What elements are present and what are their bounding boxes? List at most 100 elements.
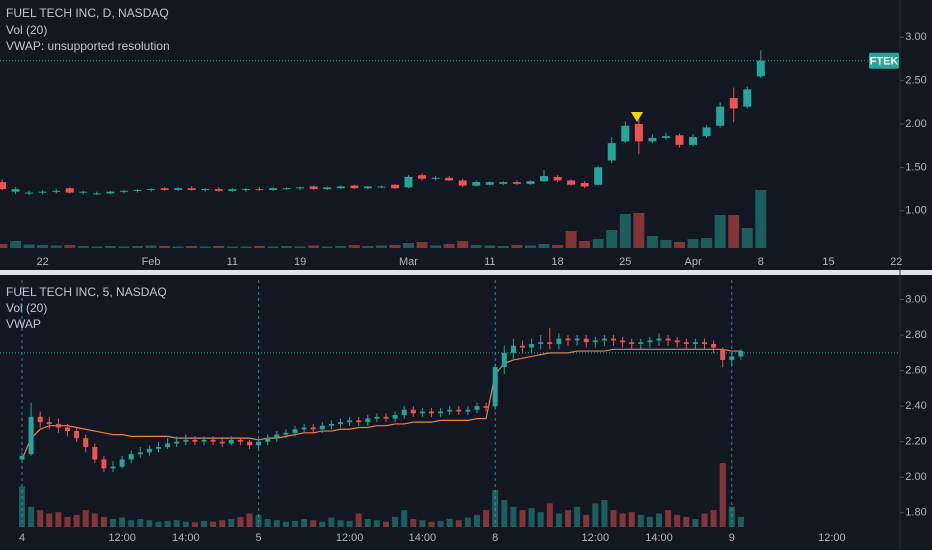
volume-bar xyxy=(292,520,298,527)
candle-body xyxy=(214,189,223,191)
candle-body xyxy=(529,343,535,348)
volume-bar xyxy=(137,518,144,527)
volume-bar xyxy=(37,510,44,527)
volume-bar xyxy=(701,238,713,248)
candle-body xyxy=(743,89,752,107)
volume-bar xyxy=(91,513,98,527)
volume-bar xyxy=(419,520,426,527)
volume-bar xyxy=(146,520,153,527)
volume-bar xyxy=(159,246,171,248)
indicator-label: VWAP: unsupported resolution xyxy=(6,39,170,53)
volume-bar xyxy=(555,513,562,527)
candle-body xyxy=(192,439,198,442)
volume-bar xyxy=(375,245,387,248)
x-tick-label: 25 xyxy=(619,256,631,268)
chart-title: FUEL TECH INC, D, NASDAQ xyxy=(6,6,169,20)
pane-separator xyxy=(0,270,932,275)
candle-body xyxy=(160,188,169,190)
candle-body xyxy=(174,188,183,190)
indicator-label: Vol (20) xyxy=(6,23,47,37)
volume-bar xyxy=(610,510,617,527)
volume-bar xyxy=(416,242,428,248)
indicator-label: Vol (20) xyxy=(6,301,47,315)
candle-body xyxy=(404,176,413,188)
volume-bar xyxy=(155,521,162,527)
volume-bar xyxy=(606,230,618,248)
candle-body xyxy=(526,181,535,184)
x-tick-label: 8 xyxy=(492,532,498,544)
volume-bar xyxy=(437,520,444,527)
candle-body xyxy=(269,188,277,190)
candle-body xyxy=(485,182,494,185)
candle-body xyxy=(383,416,389,419)
candle-body xyxy=(147,189,156,191)
x-tick-label: 14:00 xyxy=(172,532,200,544)
candle-body xyxy=(574,338,580,341)
volume-bar xyxy=(552,245,564,248)
volume-bar xyxy=(328,517,335,527)
candle-body xyxy=(265,438,271,442)
volume-bar xyxy=(484,245,496,248)
candle-body xyxy=(556,338,562,344)
x-tick-label: 12:00 xyxy=(582,532,610,544)
y-tick-label: 1.50 xyxy=(905,161,926,173)
volume-bar xyxy=(201,520,207,527)
volume-bar xyxy=(455,520,462,527)
volume-bar xyxy=(100,516,107,527)
candle-body xyxy=(419,411,425,414)
candle-body xyxy=(499,182,508,184)
volume-bar xyxy=(373,520,380,527)
volume-bar xyxy=(64,516,71,527)
volume-bar xyxy=(389,245,401,248)
candle-body xyxy=(101,459,107,469)
volume-bar xyxy=(483,510,490,527)
volume-bar xyxy=(321,246,333,248)
candle-body xyxy=(429,411,434,414)
price-tag xyxy=(869,52,899,69)
y-tick-label: 2.60 xyxy=(905,365,926,377)
candle-body xyxy=(594,167,603,185)
candle-body xyxy=(282,188,291,190)
y-tick-label: 1.80 xyxy=(905,507,926,519)
candle-body xyxy=(738,351,744,357)
event-marker[interactable] xyxy=(631,112,643,122)
candle-body xyxy=(438,411,444,414)
volume-bar xyxy=(737,516,744,527)
volume-bar xyxy=(308,245,320,248)
volume-bar xyxy=(253,246,265,248)
candle-body xyxy=(356,420,362,423)
candle-body xyxy=(656,338,662,341)
x-tick-label: Apr xyxy=(684,256,701,268)
candle-body xyxy=(620,340,626,343)
volume-bar xyxy=(428,521,435,527)
volume-bar xyxy=(538,244,550,248)
candle-body xyxy=(65,427,70,432)
x-tick-label: 19 xyxy=(294,256,306,268)
x-tick-label: 12:00 xyxy=(818,532,846,544)
candle-body xyxy=(638,342,644,344)
candle-body xyxy=(52,190,61,192)
y-tick-label: 1.00 xyxy=(905,205,926,217)
candle-body xyxy=(607,143,616,161)
volume-bar xyxy=(346,520,353,527)
volume-bar xyxy=(50,245,62,248)
y-tick-label: 2.80 xyxy=(905,329,926,341)
volume-bar xyxy=(628,512,635,527)
y-tick-label: 2.50 xyxy=(905,75,926,87)
candle-body xyxy=(483,406,489,408)
volume-bar xyxy=(337,520,344,527)
candle-body xyxy=(319,425,325,430)
candle-body xyxy=(377,186,386,188)
vwap-line xyxy=(21,348,741,460)
volume-bar xyxy=(301,518,308,527)
volume-bar xyxy=(213,246,225,248)
candle-body xyxy=(689,137,698,145)
candle-body xyxy=(323,187,332,190)
volume-bar xyxy=(335,246,347,248)
volume-bar xyxy=(719,463,726,527)
volume-bar xyxy=(701,513,708,527)
y-tick-label: 2.40 xyxy=(905,400,926,412)
candle-body xyxy=(447,409,453,412)
y-tick-label: 2.20 xyxy=(905,436,926,448)
volume-bar xyxy=(755,190,767,248)
